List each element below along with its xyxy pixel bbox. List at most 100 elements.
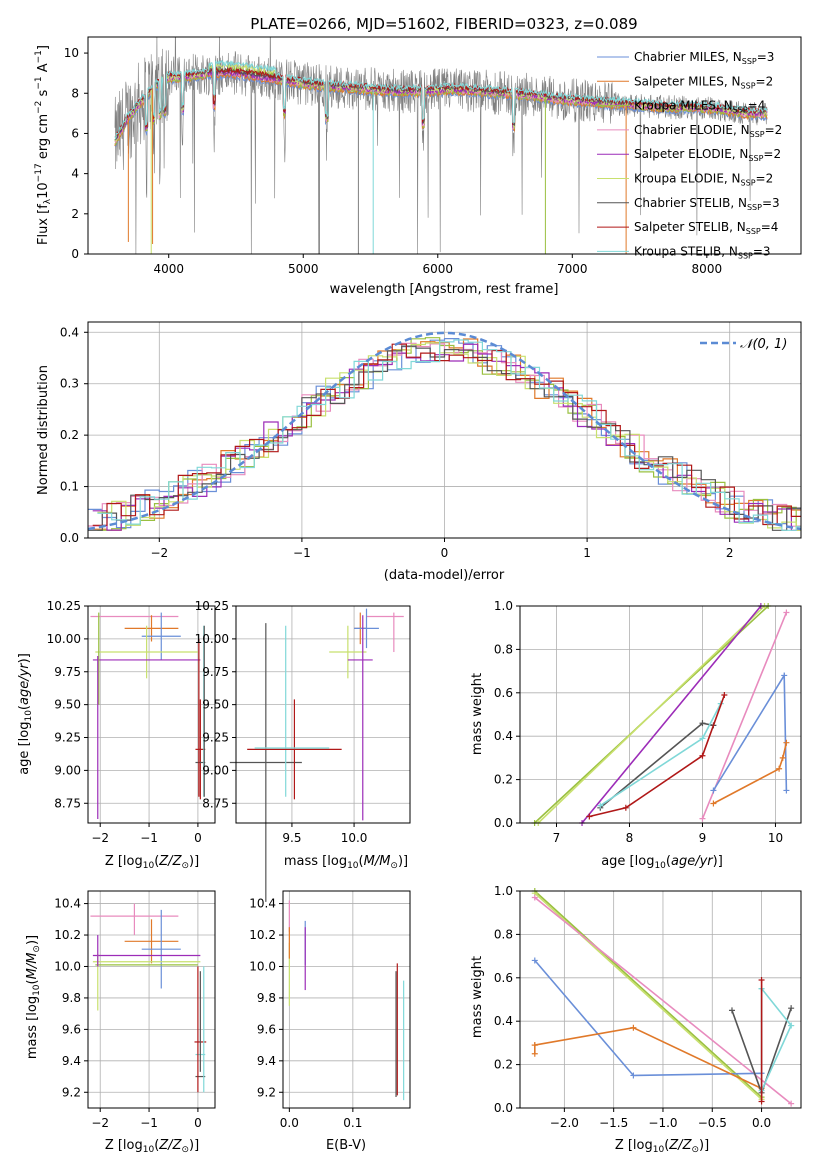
x-tick-label: −1.0 — [648, 1116, 677, 1130]
weight-marker — [597, 802, 604, 809]
x-tick-label: −2 — [91, 831, 109, 845]
y-tick-label: 0.2 — [494, 1058, 513, 1072]
x-tick-label: 10.0 — [341, 831, 368, 845]
weight-marker — [699, 815, 706, 822]
legend-label: Kroupa STELIB, NSSP=3 — [634, 244, 771, 260]
histogram-chabrier-stelib — [88, 345, 801, 531]
x-tick-label: 9.5 — [282, 831, 301, 845]
y-tick-label: 8 — [71, 86, 79, 100]
x-tick-label: −2 — [150, 546, 168, 560]
mass-vs-Z-xlabel: Z [log10(Z/Z⊙)] — [105, 1138, 199, 1155]
y-tick-label: 10.0 — [249, 959, 276, 973]
legend-sub: SSP — [747, 203, 762, 212]
weight-marker — [630, 1072, 637, 1079]
histogram-salpeter-miles — [92, 338, 801, 531]
panel-data — [288, 900, 405, 1101]
y-tick-label: 10.4 — [249, 897, 276, 911]
x-tick-label: −2 — [91, 1116, 109, 1130]
x-tick-label: 10 — [768, 831, 783, 845]
y-tick-label: 9.2 — [62, 1085, 81, 1099]
weight-line-salpeter-miles — [534, 1026, 762, 1090]
panel-frame — [282, 890, 411, 1109]
x-tick-label: −1 — [293, 546, 311, 560]
y-tick-label: 10.00 — [195, 632, 229, 646]
legend-sub: SSP — [750, 130, 765, 139]
legend-label: Chabrier MILES, NSSP=3 — [634, 50, 774, 66]
legend-label: Salpeter MILES, NSSP=2 — [634, 74, 773, 90]
histogram-kroupa-miles — [97, 337, 801, 531]
legend-sub: SSP — [733, 106, 748, 115]
x-tick-label: 0 — [441, 546, 449, 560]
x-tick-label: −0.5 — [698, 1116, 727, 1130]
weight-marker — [788, 1005, 795, 1012]
x-tick-label: 2 — [726, 546, 734, 560]
weight-marker — [783, 787, 790, 794]
legend-sub: SSP — [741, 179, 756, 188]
residuals-ticks: −2 −1 0 1 2 0.0 0.1 0.2 0.3 0.4 — [60, 325, 734, 560]
x-tick-label: 0 — [194, 1116, 202, 1130]
y-tick-label: 0.6 — [494, 686, 513, 700]
x-tick-label: −2.0 — [550, 1116, 579, 1130]
weight-line-salpeter-elodie — [581, 605, 762, 824]
residuals-xlabel: (data-model)/error — [384, 568, 505, 583]
weight-vs-Z-ylabel: mass weight — [470, 956, 485, 1038]
residuals-histograms — [87, 331, 802, 531]
y-tick-label: 0.8 — [494, 642, 513, 656]
legend-sub: SSP — [741, 81, 756, 90]
y-tick-label: 9.00 — [54, 763, 81, 777]
y-tick-label: 9.8 — [62, 991, 81, 1005]
y-tick-label: 10.2 — [54, 928, 81, 942]
weight-line-kroupa-elodie — [537, 605, 766, 824]
y-tick-label: 10.00 — [47, 632, 81, 646]
y-tick-label: 9.6 — [257, 1022, 276, 1036]
y-tick-label: 9.50 — [202, 698, 229, 712]
spectrum-panel: 4000 5000 6000 7000 8000 0 2 4 6 8 10 Chabrier MIL… — [34, 36, 802, 297]
legend-label: Salpeter ELODIE, NSSP=2 — [634, 147, 781, 163]
legend-value: =2 — [756, 172, 774, 186]
weight-marker — [531, 1050, 538, 1057]
legend-sub: SSP — [742, 57, 757, 66]
legend-sub: SSP — [746, 227, 761, 236]
x-tick-label: 4000 — [153, 262, 184, 276]
y-tick-label: 0.4 — [494, 729, 513, 743]
weight-marker — [783, 739, 790, 746]
x-tick-label: 1 — [583, 546, 591, 560]
legend-value: =2 — [763, 147, 781, 161]
legend-value: =4 — [761, 220, 779, 234]
panel-frame — [87, 890, 216, 1109]
y-tick-label: 10.2 — [249, 928, 276, 942]
y-tick-label: 0.8 — [494, 927, 513, 941]
legend-label: Salpeter STELIB, NSSP=4 — [634, 220, 778, 236]
x-tick-label: −1.5 — [599, 1116, 628, 1130]
histogram-kroupa-stelib — [97, 339, 801, 531]
y-tick-label: 9.25 — [202, 731, 229, 745]
x-tick-label: 5000 — [288, 262, 319, 276]
legend-label: Chabrier STELIB, NSSP=3 — [634, 196, 780, 212]
y-tick-label: 9.50 — [54, 698, 81, 712]
histogram-salpeter-stelib — [92, 343, 801, 526]
weight-marker — [788, 1022, 795, 1029]
y-tick-label: 6 — [71, 126, 79, 140]
spectrum-legend: Chabrier MILES, NSSP=3 Salpeter MILES, NS… — [597, 50, 782, 260]
y-tick-label: 0.2 — [494, 773, 513, 787]
legend-value: =4 — [748, 99, 766, 113]
age-vs-mass-panel: 9.5 10.0 8.75 9.00 9.25 9.50 9.75 10.00 10.25 — [195, 599, 411, 902]
weight-marker — [630, 1024, 637, 1031]
y-tick-label: 9.4 — [257, 1054, 276, 1068]
y-tick-label: 9.75 — [54, 665, 81, 679]
y-tick-label: 9.8 — [257, 991, 276, 1005]
panel-frame — [519, 890, 802, 1109]
y-tick-label: 8.75 — [202, 796, 229, 810]
weight-marker — [758, 976, 765, 983]
weight-line-kroupa-stelib — [760, 988, 792, 1026]
x-tick-label: 6000 — [423, 262, 454, 276]
weight-marker — [776, 765, 783, 772]
normal-legend-label: 𝒩(0, 1) — [740, 337, 787, 352]
histogram-kroupa-elodie — [97, 342, 801, 531]
weight-vs-age-panel: 7 8 9 10 0.0 0.2 0.4 0.6 0.8 1.0 — [494, 599, 802, 845]
weight-line-kroupa-stelib — [760, 988, 792, 1091]
model-line-kroupa-stelib — [114, 60, 768, 141]
y-tick-label: 0.4 — [60, 325, 79, 339]
y-tick-label: 9.2 — [257, 1085, 276, 1099]
spectrum-lines — [114, 37, 768, 254]
